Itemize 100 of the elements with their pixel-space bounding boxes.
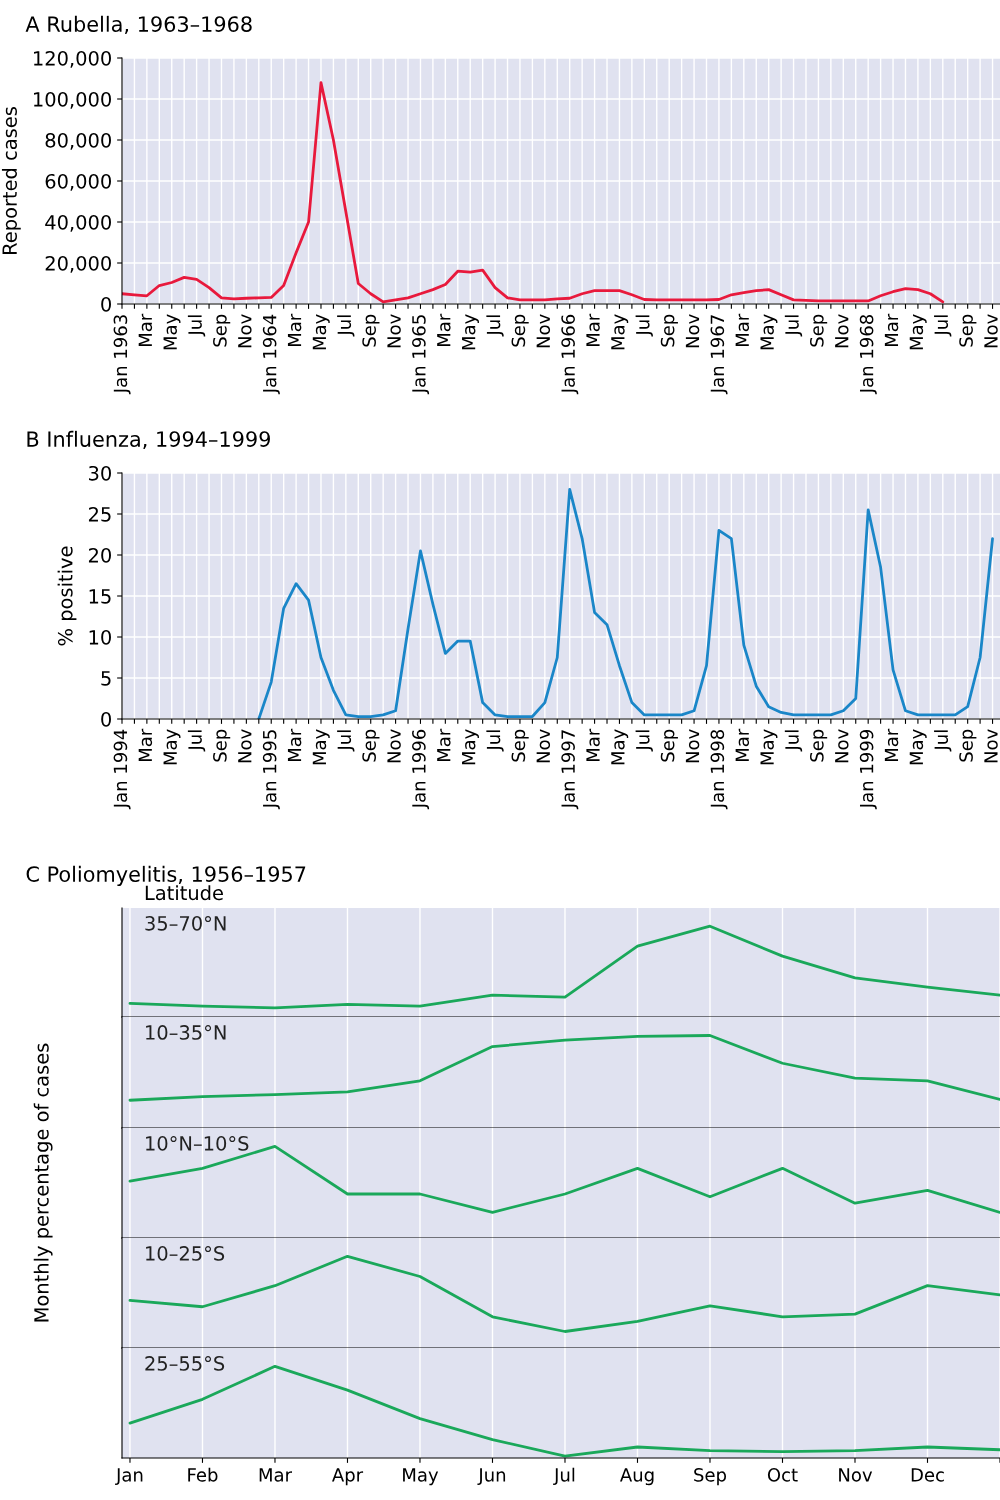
x-tick-label: Sep [362, 729, 380, 762]
y-axis-title: Monthly percentage of cases [33, 1043, 53, 1322]
series-label: 25–55°S [145, 1356, 225, 1371]
line-series [257, 488, 994, 719]
y-tick-label: 40,000 [45, 214, 111, 232]
x-tick-label: May [909, 314, 927, 350]
chart-title: A Rubella, 1963–1968 [25, 15, 252, 35]
x-tick-label: Jul [187, 730, 206, 752]
chart-title: C Poliomyelitis, 1956–1957 [26, 865, 306, 886]
x-tick-label: Sep [660, 729, 678, 762]
x-tick-label: Nov [839, 1468, 873, 1482]
x-tick-label: Jan 1965 [412, 315, 430, 395]
x-tick-label: Oct [767, 1468, 798, 1482]
x-tick-label: Nov [685, 729, 700, 763]
x-tick-label: May [611, 729, 629, 765]
x-tick-label: Sep [810, 729, 828, 762]
y-tick-label: 20 [88, 547, 111, 563]
x-tick-label: Nov [835, 314, 849, 348]
x-tick-label: Nov [387, 729, 401, 763]
x-tick-label: May [163, 729, 181, 765]
x-tick-label: Mar [287, 313, 302, 347]
x-tick-label: Mar [884, 728, 899, 762]
text: 35–70°N [145, 915, 226, 931]
y-tick-label: 15 [89, 589, 111, 604]
x-tick-label: Mar [735, 313, 750, 347]
x-tick-label: May [909, 729, 927, 765]
text: Latitude [145, 885, 223, 901]
x-tick-label: Jul [934, 730, 952, 752]
x-tick-label: Mar [884, 313, 899, 347]
x-tick-label: Mar [138, 728, 153, 762]
x-tick-label: Mar [259, 1468, 293, 1482]
x-tick-label: Nov [835, 729, 849, 763]
series-label: 10°N–10°S [146, 1136, 249, 1151]
x-tick-label: Nov [387, 314, 401, 348]
x-tick-label: Nov [238, 314, 252, 348]
y-tick-label: 30 [89, 465, 111, 481]
x-tick-label: May [312, 729, 330, 765]
x-tick-label: Nov [536, 729, 551, 763]
x-tick-label: Jan 1966 [561, 314, 579, 395]
x-tick-label: Jan 1967 [710, 315, 728, 395]
x-tick-label: Mar [437, 728, 451, 762]
y-tick-label: 60,000 [45, 173, 111, 191]
y-tick-label: 0 [101, 711, 111, 727]
x-tick-label: Jul [486, 730, 504, 752]
x-tick-label: Jul [337, 315, 355, 337]
y-tick-label: 80,000 [45, 132, 111, 150]
x-tick-label: Dec [911, 1468, 944, 1482]
x-tick-label: Mar [735, 728, 750, 762]
x-tick-label: Jul [784, 315, 803, 337]
x-tick-label: Sep [213, 729, 231, 762]
x-tick-label: May [611, 314, 629, 350]
y-tick-label: 20,000 [45, 255, 111, 273]
x-tick-label: Sep [213, 314, 231, 347]
x-tick-label: Sep [511, 314, 529, 347]
x-tick-label: Jan 1998 [710, 729, 728, 810]
x-tick-label: Apr [332, 1468, 364, 1486]
x-tick-label: May [163, 314, 181, 350]
x-tick-label: Jan 1994 [113, 729, 131, 810]
x-tick-label: Jul [187, 315, 206, 337]
y-tick-label: 120,000 [34, 50, 111, 68]
x-tick-label: Feb [188, 1467, 218, 1482]
x-tick-label: Jan 1963 [113, 315, 131, 395]
x-tick-label: Jul [553, 1467, 575, 1486]
x-tick-label: Mar [586, 313, 600, 347]
y-tick-label: 0 [101, 296, 111, 312]
x-tick-label: Jan 1964 [262, 314, 280, 395]
x-tick-label: Jul [784, 730, 803, 752]
x-tick-label: Nov [238, 729, 252, 763]
x-tick-label: Sep [511, 729, 529, 762]
y-tick-label: 100,000 [34, 91, 111, 109]
x-tick-label: Jan 1997 [561, 730, 579, 810]
chart-title: B Influenza, 1994–1999 [27, 430, 270, 450]
y-tick-label: 10 [89, 629, 111, 645]
y-axis-title: Reported cases [1, 107, 21, 254]
x-tick-label: Jul [486, 315, 504, 337]
x-tick-label: Jun [477, 1468, 506, 1486]
x-tick-label: Jan 1999 [859, 729, 877, 810]
x-tick-label: Nov [984, 314, 998, 348]
x-tick-label: Sep [694, 1468, 727, 1486]
x-tick-label: Jan [115, 1468, 143, 1486]
x-tick-label: Mar [437, 313, 451, 347]
x-tick-label: Jul [934, 315, 952, 337]
x-tick-label: Nov [685, 314, 700, 348]
x-tick-label: Mar [586, 728, 600, 762]
x-tick-label: Jan 1995 [262, 730, 280, 810]
x-tick-label: Jul [635, 315, 653, 337]
line-series [122, 81, 945, 304]
x-tick-label: Jan 1996 [412, 729, 430, 810]
x-tick-label: Jan 1968 [859, 314, 877, 395]
x-tick-label: Mar [138, 313, 153, 347]
x-tick-label: Aug [620, 1468, 654, 1486]
x-tick-label: May [760, 314, 778, 350]
x-tick-label: Sep [810, 314, 828, 347]
x-tick-label: Sep [660, 314, 678, 347]
x-tick-label: Mar [287, 728, 302, 762]
series-label: 10–25°S [146, 1246, 225, 1261]
x-tick-label: Jul [337, 730, 355, 752]
y-tick-label: 5 [101, 671, 111, 686]
y-tick-label: 25 [88, 506, 111, 522]
x-tick-label: Sep [959, 729, 977, 762]
